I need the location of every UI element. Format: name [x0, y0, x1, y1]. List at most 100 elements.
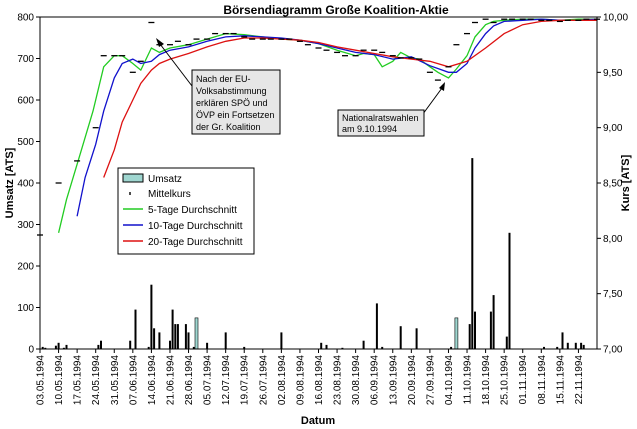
umsatz-bar — [489, 311, 492, 349]
annotation-eu-line-2: Volksabstimmung — [196, 86, 267, 96]
umsatz-bar — [153, 328, 156, 350]
umsatz-bar — [57, 342, 60, 349]
umsatz-bar — [206, 342, 209, 349]
annotation-eu-line-1: Nach der EU- — [196, 74, 251, 84]
x-axis-tick-label: 21.06.1994 — [166, 355, 177, 405]
umsatz-bar — [184, 324, 187, 349]
x-axis-tick-label: 07.06.1994 — [128, 355, 139, 405]
umsatz-bar — [134, 309, 137, 349]
mittelkurs-ticks — [37, 18, 600, 236]
x-axis-tick-label: 04.10.1994 — [444, 355, 455, 405]
annotation-election-line-2: am 9.10.1994 — [342, 124, 397, 134]
umsatz-bar — [468, 324, 471, 349]
y-axis-left-label: Umsatz [ATS] — [4, 147, 16, 218]
umsatz-bar — [169, 340, 171, 349]
umsatz-bar — [171, 309, 174, 349]
x-axis-tick-label: 08.11.1994 — [537, 355, 548, 405]
umsatz-bar — [574, 342, 577, 349]
right-axis-tick-label: 7,00 — [603, 345, 623, 356]
x-axis-tick-label: 26.07.1994 — [258, 355, 269, 405]
x-axis-tick-label: 05.07.1994 — [203, 355, 214, 405]
chart-title: Börsendiagramm Große Koalition-Aktie — [223, 3, 449, 17]
right-axis-tick-label: 9,00 — [603, 123, 623, 134]
umsatz-bar — [62, 347, 65, 349]
umsatz-bar — [194, 317, 199, 350]
annotation-eu-line-4: ÖVP ein Fortsetzen — [196, 110, 274, 120]
annotation-eu-vote: Nach der EU- Volksabstimmung erklären SP… — [156, 38, 281, 135]
x-axis-tick-label: 27.09.1994 — [425, 355, 436, 405]
annotation-election-box — [337, 109, 425, 137]
right-axis-tick-label: 8,00 — [603, 234, 623, 245]
annotation-eu-line-3: erklären SPÖ und — [196, 98, 268, 108]
umsatz-bar — [450, 346, 453, 349]
left-axis-tick-label: 200 — [17, 262, 34, 273]
umsatz-bar — [280, 332, 283, 349]
umsatz-bar — [556, 346, 559, 349]
umsatz-bar — [362, 340, 365, 349]
x-axis-tick-label: 25.10.1994 — [500, 355, 511, 405]
x-axis-tick-label: 06.09.1994 — [370, 355, 381, 405]
x-axis: 03.05.1994 10.05.1994 17.05.1994 24.05.1994… — [36, 349, 585, 405]
x-axis-tick-label: 10.05.1994 — [54, 355, 65, 405]
umsatz-bar — [505, 336, 508, 349]
umsatz-bar — [561, 332, 564, 349]
umsatz-bar — [150, 284, 153, 349]
x-axis-label: Datum — [301, 415, 335, 427]
umsatz-bar — [176, 324, 179, 349]
series-line-ma10 — [76, 18, 598, 217]
legend-label-ma5: 5-Tage Durchschnitt — [148, 205, 237, 216]
x-axis-tick-label: 19.07.1994 — [240, 355, 251, 405]
left-axis: 0 100 200 300 400 500 600 700 800 — [17, 13, 40, 356]
right-axis-tick-label: 9,50 — [603, 68, 623, 79]
umsatz-bar — [65, 344, 68, 349]
x-axis-tick-label: 20.09.1994 — [407, 355, 418, 405]
x-axis-tick-label: 14.06.1994 — [147, 355, 158, 405]
x-axis-tick-label: 17.05.1994 — [73, 355, 84, 405]
umsatz-bar — [508, 232, 511, 349]
right-axis: 7,00 7,50 8,00 8,50 9,00 9,50 10,00 — [597, 13, 628, 356]
umsatz-bar — [492, 295, 495, 349]
umsatz-bar — [566, 342, 569, 349]
legend-label-umsatz: Umsatz — [148, 174, 182, 185]
annotation-election-line-1: Nationalratswahlen — [342, 113, 419, 123]
x-axis-tick-label: 01.11.1994 — [518, 355, 529, 405]
umsatz-bar — [54, 345, 57, 349]
umsatz-bar — [320, 342, 323, 349]
umsatz-bars — [41, 158, 585, 350]
x-axis-tick-label: 02.08.1994 — [277, 355, 288, 405]
annotation-eu-line-5: der Gr. Koalition — [196, 122, 261, 132]
left-axis-tick-label: 400 — [17, 179, 34, 190]
left-axis-tick-label: 100 — [17, 303, 34, 314]
left-axis-tick-label: 0 — [28, 345, 34, 356]
left-axis-tick-label: 500 — [17, 137, 34, 148]
legend-label-mittelkurs: Mittelkurs — [148, 189, 191, 200]
right-axis-tick-label: 7,50 — [603, 289, 623, 300]
x-axis-tick-label: 18.10.1994 — [481, 355, 492, 405]
x-axis-tick-label: 11.10.1994 — [463, 355, 474, 405]
umsatz-bar — [224, 332, 227, 349]
legend-label-ma10: 10-Tage Durchschnitt — [148, 221, 243, 232]
y-axis-right-label: Kurs [ATS] — [620, 154, 632, 211]
umsatz-bar — [381, 346, 384, 349]
umsatz-bar — [187, 332, 190, 349]
annotation-eu-box — [191, 69, 281, 135]
right-axis-tick-label: 10,00 — [603, 13, 628, 24]
x-axis-tick-label: 15.11.1994 — [555, 355, 566, 405]
x-axis-tick-label: 30.08.1994 — [351, 355, 362, 405]
legend-label-ma20: 20-Tage Durchschnitt — [148, 237, 243, 248]
x-axis-tick-label: 22.11.1994 — [574, 355, 585, 405]
umsatz-bar — [158, 332, 161, 349]
x-axis-tick-label: 09.08.1994 — [295, 355, 306, 405]
umsatz-bar — [399, 326, 402, 349]
x-axis-tick-label: 03.05.1994 — [36, 355, 47, 405]
umsatz-bar — [100, 340, 102, 349]
annotation-election-arrowhead — [439, 82, 445, 91]
umsatz-bar — [174, 324, 177, 349]
umsatz-bar — [97, 344, 100, 349]
x-axis-tick-label: 12.07.1994 — [221, 355, 232, 405]
umsatz-bar — [341, 347, 344, 349]
annotation-eu-arrow — [159, 43, 193, 87]
umsatz-bar — [129, 340, 132, 349]
umsatz-bar — [471, 158, 474, 349]
